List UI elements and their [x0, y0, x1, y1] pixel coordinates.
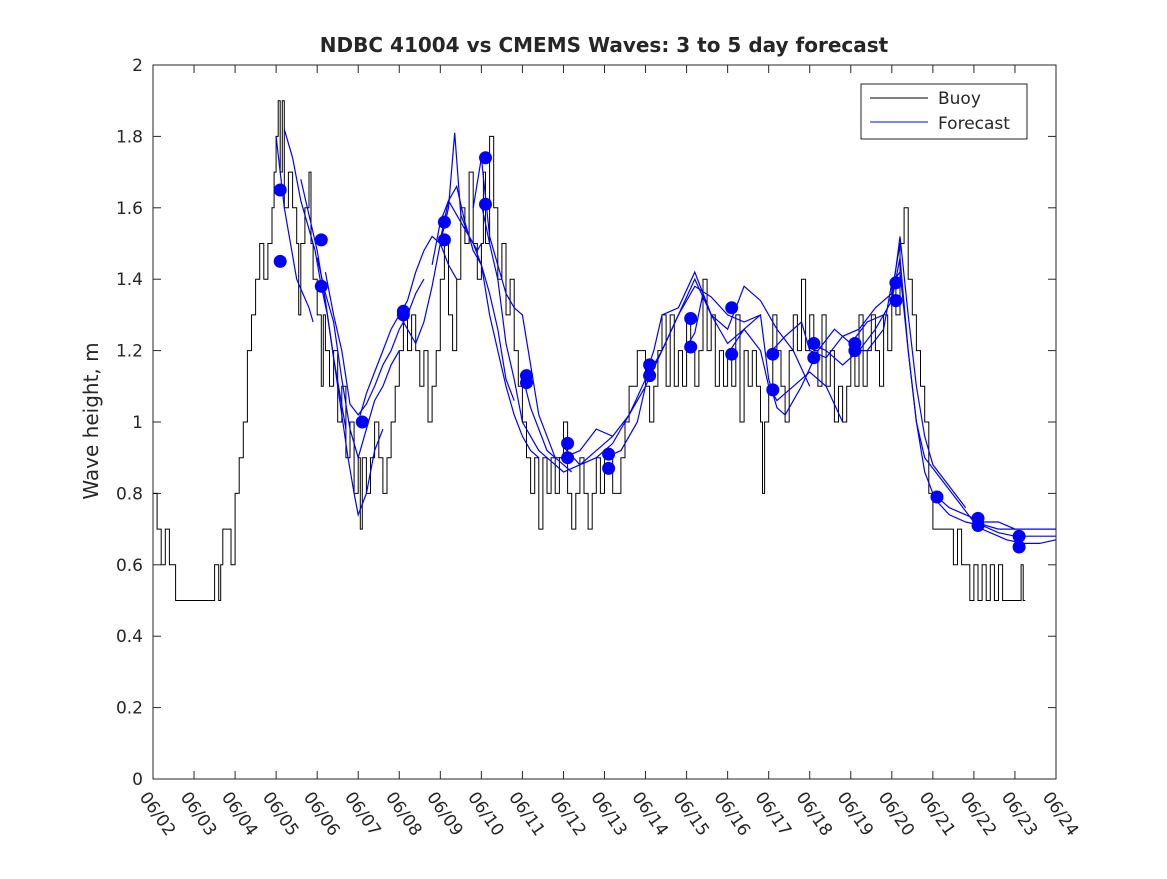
forecast-line — [316, 257, 400, 460]
y-tick-label: 0.2 — [116, 699, 143, 719]
y-tick-label: 0.8 — [116, 484, 143, 504]
forecast-marker — [561, 436, 575, 450]
forecast-marker — [314, 233, 328, 247]
forecast-line — [768, 243, 901, 359]
forecast-marker — [437, 233, 451, 247]
chart-title: NDBC 41004 vs CMEMS Waves: 3 to 5 day fo… — [320, 33, 889, 57]
forecast-marker — [684, 312, 698, 325]
forecast-line — [431, 199, 515, 401]
buoy-line — [153, 100, 1026, 601]
forecast-line — [439, 184, 540, 459]
y-tick-label: 1.6 — [116, 199, 143, 219]
buoy-series — [153, 100, 1026, 601]
forecast-marker — [273, 183, 287, 197]
forecast-marker — [1012, 540, 1026, 554]
plot-box — [152, 64, 1057, 780]
y-tick-label: 2 — [132, 56, 143, 76]
forecast-marker — [314, 279, 328, 293]
forecast-line — [809, 236, 967, 509]
forecast-marker — [725, 347, 739, 361]
forecast-line — [973, 524, 1057, 545]
forecast-line — [563, 277, 712, 466]
legend: Buoy Forecast — [860, 83, 1028, 140]
forecast-marker — [930, 490, 944, 504]
forecast-markers — [273, 151, 1026, 554]
legend-box — [860, 83, 1028, 140]
y-tick-label: 0.4 — [116, 627, 143, 647]
forecast-marker — [725, 301, 739, 315]
forecast-marker — [561, 451, 575, 465]
legend-buoy-label: Buoy — [938, 89, 981, 109]
forecast-marker — [602, 461, 616, 475]
forecast-series-group — [275, 129, 1057, 545]
forecast-marker — [889, 294, 903, 308]
forecast-marker — [643, 358, 657, 372]
forecast-marker — [479, 151, 492, 165]
y-axis-label: Wave height, m — [79, 342, 103, 499]
y-tick-label: 0.6 — [116, 556, 143, 576]
forecast-marker — [437, 215, 451, 229]
forecast-marker — [766, 383, 780, 397]
forecast-line — [275, 136, 314, 323]
forecast-marker — [479, 197, 492, 211]
forecast-marker — [766, 347, 780, 361]
y-tick-label: 1.8 — [116, 127, 143, 147]
y-tick-label: 1 — [132, 413, 143, 433]
forecast-marker — [355, 415, 369, 429]
y-tick-label: 1.4 — [116, 270, 143, 290]
forecast-marker — [807, 351, 821, 365]
forecast-line — [480, 204, 614, 473]
forecast-marker — [643, 369, 657, 383]
y-tick-label: 0 — [132, 770, 143, 790]
legend-forecast-label: Forecast — [938, 114, 1010, 134]
forecast-line — [300, 179, 384, 517]
forecast-marker — [684, 340, 698, 354]
forecast-marker — [1012, 529, 1026, 543]
forecast-line — [932, 496, 1056, 537]
forecast-line — [891, 257, 1056, 530]
forecast-marker — [848, 344, 862, 358]
forecast-line — [644, 270, 811, 387]
forecast-marker — [889, 276, 903, 290]
forecast-marker — [602, 447, 616, 461]
forecast-marker — [273, 254, 287, 268]
forecast-marker — [807, 337, 821, 350]
y-tick-label: 1.2 — [116, 342, 143, 362]
forecast-marker — [520, 376, 533, 390]
forecast-line — [686, 291, 844, 423]
forecast-marker — [396, 308, 410, 322]
forecast-marker — [971, 519, 985, 532]
forecast-line — [604, 285, 761, 459]
